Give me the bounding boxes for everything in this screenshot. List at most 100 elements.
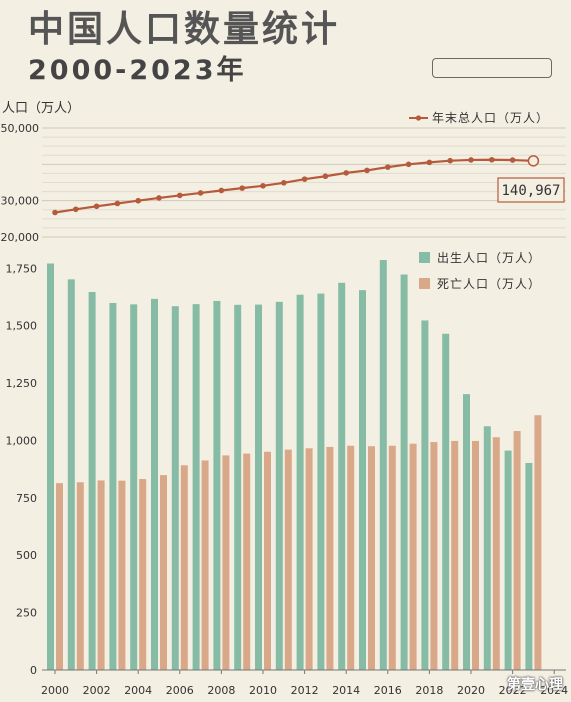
bar-births xyxy=(483,426,491,670)
bar-births xyxy=(47,263,54,670)
bars-group xyxy=(47,260,542,670)
bar-births xyxy=(338,282,346,670)
bar-deaths xyxy=(492,437,500,670)
x-tick-label: 2016 xyxy=(374,684,402,697)
bar-deaths xyxy=(305,448,313,670)
bar-births xyxy=(504,450,512,670)
bar-deaths xyxy=(118,480,126,670)
bar-deaths xyxy=(160,475,167,670)
x-tick-label: 2014 xyxy=(332,684,360,697)
bar-deaths xyxy=(534,415,542,670)
y-tick-label: 150,000 xyxy=(0,122,39,135)
value-callout-box xyxy=(497,177,565,203)
value-callout-label: 140,967 xyxy=(501,183,560,199)
x-tick-label: 2008 xyxy=(207,684,235,697)
bar-deaths xyxy=(243,453,251,670)
bar-births xyxy=(151,298,158,670)
bar-deaths xyxy=(388,445,396,670)
bar-births xyxy=(213,300,221,670)
legend-deaths-swatch xyxy=(419,278,430,289)
population-point xyxy=(405,161,412,168)
bar-deaths xyxy=(222,455,230,670)
population-point xyxy=(177,192,183,199)
bar-deaths xyxy=(76,482,84,670)
y-tick-label: 500 xyxy=(16,549,37,562)
y-tick-label: 1,750 xyxy=(6,262,38,275)
top-grid: 120,000 130,000 150,000 xyxy=(0,122,566,244)
bar-births xyxy=(109,302,117,670)
bar-deaths xyxy=(56,483,63,670)
population-point xyxy=(135,197,141,204)
population-point xyxy=(527,155,540,167)
population-point xyxy=(52,209,58,216)
population-point xyxy=(218,187,225,194)
y-tick-label: 1,250 xyxy=(6,377,38,390)
x-tick-label: 2006 xyxy=(166,684,194,697)
bar-births xyxy=(296,294,304,670)
y-tick-label: 120,000 xyxy=(0,231,39,244)
x-tick-label: 2022 xyxy=(499,684,527,697)
bar-deaths xyxy=(368,446,375,670)
population-point xyxy=(197,190,204,196)
population-point xyxy=(260,183,266,189)
watermark: 第壹心理 xyxy=(507,677,563,693)
bar-births xyxy=(88,291,96,670)
population-point xyxy=(322,173,329,180)
bar-deaths xyxy=(347,445,355,670)
x-tick-label: 2002 xyxy=(83,684,111,697)
bar-deaths xyxy=(472,440,479,670)
population-point xyxy=(301,176,308,182)
bar-births xyxy=(400,274,408,670)
bar-births xyxy=(442,333,450,670)
y-axis-unit-label: 人口（万人） xyxy=(2,101,80,116)
population-point xyxy=(364,167,370,174)
population-point xyxy=(73,206,79,213)
bar-deaths xyxy=(139,479,147,670)
bar-deaths xyxy=(430,442,438,670)
y-tick-label: 750 xyxy=(16,492,37,505)
bar-births xyxy=(421,320,429,670)
population-point xyxy=(93,203,100,210)
decorative-box xyxy=(432,58,552,78)
bar-deaths xyxy=(284,449,292,670)
bar-deaths xyxy=(264,451,271,670)
x-tick-label: 2024 xyxy=(540,684,568,697)
legend-births-swatch xyxy=(419,252,430,263)
bar-deaths xyxy=(451,440,459,670)
bar-births xyxy=(317,293,325,670)
legend-births-label: 出生人口（万人） xyxy=(437,251,541,265)
population-point xyxy=(468,157,474,163)
population-point xyxy=(114,200,121,207)
y-tick-label: 250 xyxy=(16,607,37,620)
bar-deaths xyxy=(409,443,417,670)
bar-births xyxy=(171,306,179,670)
x-tick-label: 2000 xyxy=(41,684,69,697)
bar-deaths xyxy=(201,460,209,670)
bar-births xyxy=(234,304,242,670)
population-point xyxy=(343,170,350,176)
bar-births xyxy=(525,462,533,670)
chart-title: 中国人口数量统计 xyxy=(28,9,341,50)
y-tick-label: 1,500 xyxy=(6,320,38,333)
x-tick-label: 2012 xyxy=(291,684,319,697)
y-tick-label: 0 xyxy=(30,664,37,677)
population-point xyxy=(385,164,391,170)
bar-births xyxy=(192,304,200,670)
y-tick-label: 130,000 xyxy=(0,195,39,208)
population-line xyxy=(54,158,534,214)
bar-births xyxy=(275,301,283,670)
legend-deaths-label: 死亡人口（万人） xyxy=(437,277,541,291)
legend-line-marker xyxy=(415,115,422,121)
chart-subtitle: 2000-2023年 xyxy=(28,55,247,86)
population-point xyxy=(426,159,433,166)
population-point xyxy=(509,157,516,163)
bar-births xyxy=(130,304,138,670)
legend-population-label: 年末总人口（万人） xyxy=(432,111,549,125)
bar-births xyxy=(463,394,470,670)
bar-deaths xyxy=(97,480,105,670)
bar-births xyxy=(359,290,366,670)
x-tick-label: 2018 xyxy=(415,684,443,697)
population-point xyxy=(239,185,245,191)
bar-deaths xyxy=(180,465,188,670)
